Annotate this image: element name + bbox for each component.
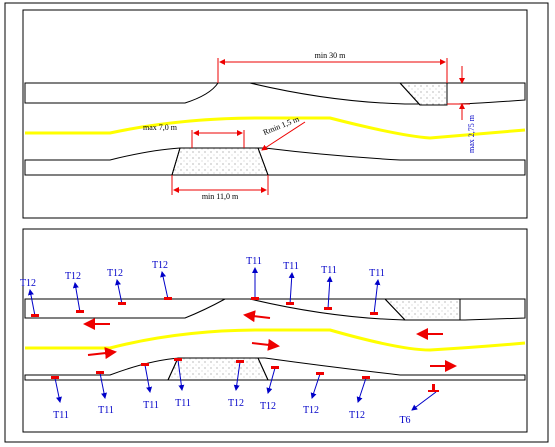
sign-label: T11	[246, 256, 262, 267]
sign-label: T12	[303, 405, 319, 416]
sign-label: T11	[175, 398, 191, 409]
sign-label: T6	[399, 415, 410, 426]
dimension-label: min 30 m	[315, 51, 346, 60]
sign-label: T12	[228, 398, 244, 409]
dimension-label: max 7,0 m	[143, 123, 178, 132]
sign-label: T11	[98, 405, 114, 416]
bottom-panel: T12 T12 T12 T12 T11 T11 T11 T11 T11 T11 …	[20, 228, 528, 433]
sign-label: T12	[260, 401, 276, 412]
sign-label: T11	[53, 410, 69, 421]
sign-label: T12	[65, 271, 81, 282]
frame	[4, 2, 549, 443]
sign-label: T12	[20, 278, 36, 289]
top-panel: min 30 m max 2,75 m max 7,0 m Rmin 1,5 m…	[22, 9, 528, 219]
sign-label: T12	[152, 260, 168, 271]
sign-label: T11	[321, 265, 337, 276]
sign-label: T11	[283, 261, 299, 272]
sign-label: T12	[349, 410, 365, 421]
sign-label: T12	[107, 268, 123, 279]
sign-label: T11	[143, 400, 159, 411]
dimension-label: min 11,0 m	[202, 192, 239, 201]
sign-label: T11	[369, 268, 385, 279]
dimension-label: max 2,75 m	[467, 114, 476, 153]
